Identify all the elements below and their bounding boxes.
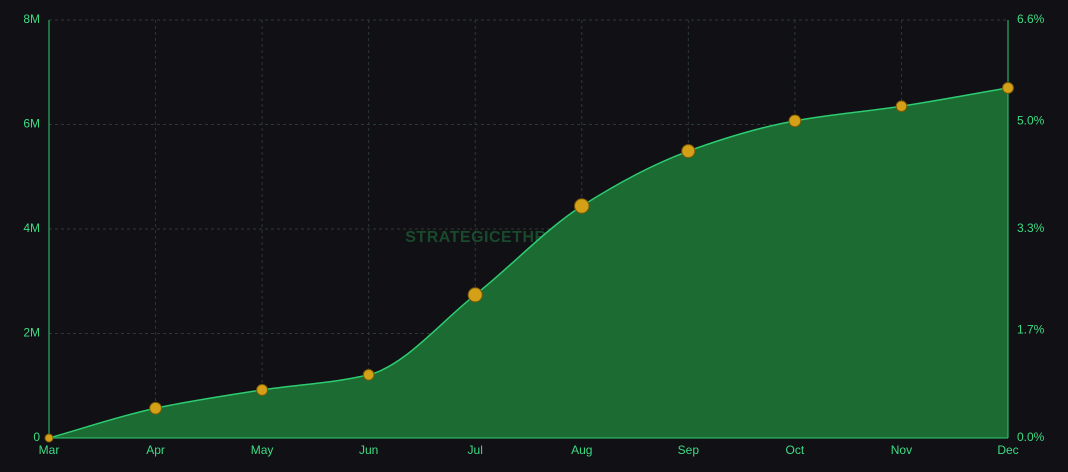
x-tick-label: Nov bbox=[891, 443, 912, 457]
y-tick-label: 2M bbox=[23, 326, 40, 340]
y2-tick-label: 5.0% bbox=[1017, 114, 1045, 128]
y-tick-label: 0 bbox=[33, 430, 40, 444]
y2-tick-label: 6.6% bbox=[1017, 12, 1045, 26]
x-tick-label: Jul bbox=[468, 443, 483, 457]
x-tick-label: May bbox=[251, 443, 274, 457]
x-tick-label: Sep bbox=[678, 443, 700, 457]
y2-tick-label: 3.3% bbox=[1017, 221, 1045, 235]
x-tick-label: Aug bbox=[571, 443, 592, 457]
line bbox=[48, 87, 1009, 439]
x-tick-label: Apr bbox=[146, 443, 165, 457]
x-tick-label: Dec bbox=[997, 443, 1018, 457]
data-point bbox=[256, 383, 269, 396]
area bbox=[49, 87, 1008, 439]
y-tick-label: 4M bbox=[23, 221, 40, 235]
y-tick-label: 8M bbox=[23, 12, 40, 26]
y2-tick-label: 1.7% bbox=[1017, 323, 1045, 337]
data-point bbox=[44, 433, 54, 443]
data-point bbox=[681, 144, 696, 159]
x-tick-label: Oct bbox=[786, 443, 805, 457]
data-point bbox=[467, 287, 483, 303]
data-point bbox=[788, 114, 802, 128]
y-tick-label: 6M bbox=[23, 117, 40, 131]
x-tick-label: Mar bbox=[39, 443, 60, 457]
x-tick-label: Jun bbox=[359, 443, 378, 457]
data-point bbox=[895, 100, 908, 113]
y2-tick-label: 0.0% bbox=[1017, 430, 1045, 444]
data-point bbox=[1002, 81, 1014, 94]
data-point bbox=[149, 401, 162, 415]
data-point bbox=[362, 368, 375, 381]
data-point bbox=[574, 198, 590, 214]
